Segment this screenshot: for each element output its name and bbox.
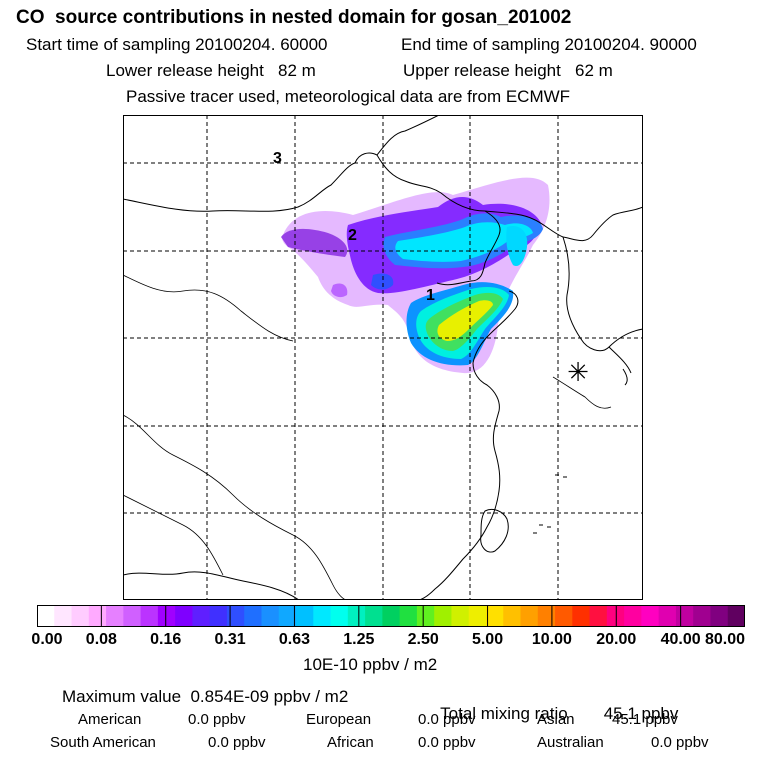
region-south-american-value: 0.0 ppbv: [208, 734, 266, 751]
total-mixing-value: 45.1 ppbv: [603, 704, 679, 723]
colorbar-cell: [520, 605, 539, 627]
region-european-label: European: [306, 711, 372, 728]
colorbar-tick-label: 40.00: [660, 631, 701, 648]
borders: [123, 274, 612, 600]
colorbar-tick-label: 1.25: [343, 631, 375, 648]
footprint-map: 3 2 1 ✳: [123, 115, 643, 600]
region-australian-value: 0.0 ppbv: [651, 734, 709, 751]
colorbar-cell: [382, 605, 401, 627]
colorbar-tick-label: 0.00: [31, 631, 63, 648]
colorbar-tick-label: 0.63: [278, 631, 311, 648]
colorbar-tick-label: 0.31: [214, 631, 246, 648]
colorbar-tick-label: 10.00: [531, 631, 572, 648]
colorbar-cell: [416, 605, 435, 627]
colorbar-cell: [192, 605, 211, 627]
colorbar-cell: [485, 605, 504, 627]
colorbar-tick-label: 0.08: [85, 631, 117, 648]
colorbar-cell: [106, 605, 124, 627]
colorbar-cell: [71, 605, 90, 627]
colorbar-cell: [175, 605, 194, 627]
region-american-label: American: [78, 711, 142, 728]
region-asian-label: Asian: [537, 711, 575, 728]
upper-release-height: Upper release height 62 m: [403, 61, 613, 80]
colorbar-cell: [88, 605, 107, 627]
receptor-icon: ✳: [567, 358, 589, 388]
colorbar-tick-label: 2.50: [407, 631, 439, 648]
region-australian-label: Australian: [537, 734, 604, 751]
chart-title: CO source contributions in nested domain…: [16, 7, 572, 28]
colorbar-cell: [278, 605, 297, 627]
colorbar-cell: [296, 605, 314, 627]
region-south-american-label: South American: [50, 734, 156, 751]
colorbar-cell: [261, 605, 280, 627]
end-time: End time of sampling 20100204. 90000: [401, 35, 697, 54]
colorbar-tick-label: 5.00: [471, 631, 504, 648]
colorbar-tick-label: 20.00: [596, 631, 637, 648]
colorbar-cell: [624, 605, 642, 627]
colorbar-cell: [54, 605, 73, 627]
colorbar-cell: [675, 605, 694, 627]
colorbar: [37, 605, 745, 627]
colorbar-cell: [157, 605, 176, 627]
colorbar-cell: [399, 605, 418, 627]
colorbar-cell: [572, 605, 591, 627]
colorbar-cell: [140, 605, 159, 627]
colorbar-cell: [451, 605, 470, 627]
total-mixing-label: Total mixing ratio: [440, 704, 568, 723]
lower-release-height: Lower release height 82 m: [106, 61, 316, 80]
start-time: Start time of sampling 20100204. 60000: [26, 35, 328, 54]
marker-3: 3: [273, 150, 282, 167]
colorbar-cell: [658, 605, 677, 627]
colorbar-tick-label: 0.16: [150, 631, 182, 648]
plume-layer: [281, 177, 550, 374]
region-african-label: African: [327, 734, 374, 751]
colorbar-cell: [468, 605, 487, 627]
map-frame: [123, 115, 643, 600]
colorbar-cell: [347, 605, 366, 627]
region-african-value: 0.0 ppbv: [418, 734, 476, 751]
plume-bohai-arm: [506, 225, 528, 267]
colorbar-cell: [503, 605, 522, 627]
colorbar-cell: [434, 605, 453, 627]
colorbar-bounds: [100, 605, 682, 627]
colorbar-cell: [641, 605, 660, 627]
colorbar-cell: [123, 605, 142, 627]
colorbar-cell: [37, 605, 55, 627]
tracer-note: Passive tracer used, meteorological data…: [126, 87, 571, 106]
colorbar-cell: [693, 605, 712, 627]
marker-1: 1: [426, 287, 435, 304]
coastlines: [123, 115, 643, 600]
colorbar-cell: [209, 605, 228, 627]
colorbar-cell: [244, 605, 263, 627]
colorbar-cell: [537, 605, 556, 627]
colorbar-tick-label: 80.00: [704, 631, 746, 648]
colorbar-cell: [313, 605, 332, 627]
plume-patch-west: [331, 283, 348, 298]
colorbar-cell: [727, 605, 745, 627]
region-american-value: 0.0 ppbv: [188, 711, 246, 728]
plume-south-yellow: [437, 300, 493, 341]
colorbar-cell: [710, 605, 729, 627]
colorbar-units: 10E-10 ppbv / m2: [303, 655, 438, 674]
colorbar-cell: [226, 605, 245, 627]
marker-2: 2: [348, 227, 357, 244]
colorbar-frame: [37, 605, 745, 627]
total-mixing-ratio: Total mixing ratio 45.1 ppbv: [431, 688, 678, 722]
colorbar-cells: [37, 605, 745, 627]
graticule: [123, 115, 643, 600]
colorbar-cell: [589, 605, 608, 627]
plume-west-arm: [281, 228, 348, 257]
maximum-value: Maximum value 0.854E-09 ppbv / m2: [62, 687, 349, 706]
colorbar-cell: [555, 605, 573, 627]
region-asian-value: 45.1 ppbv: [612, 711, 678, 728]
plume-gap-blue: [371, 273, 394, 290]
colorbar-cell: [330, 605, 349, 627]
plume-cyan: [395, 222, 533, 262]
colorbar-cell: [365, 605, 383, 627]
region-european-value: 0.0 ppbv: [418, 711, 476, 728]
